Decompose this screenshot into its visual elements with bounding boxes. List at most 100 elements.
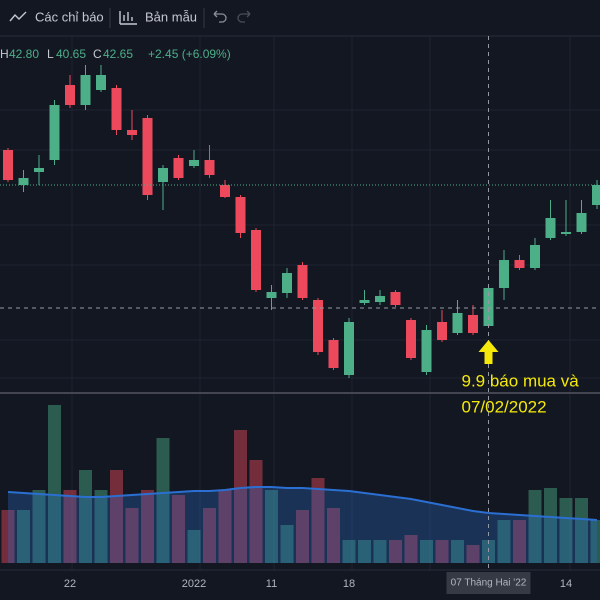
volume-bar xyxy=(389,540,402,563)
volume-bar xyxy=(280,525,294,563)
legend-c: C xyxy=(93,47,102,61)
volume-bar xyxy=(17,510,30,563)
annotation-arrow xyxy=(478,340,499,364)
undo-button[interactable] xyxy=(213,10,227,23)
candle-body xyxy=(49,105,60,160)
time-label: 18 xyxy=(343,578,355,590)
volume-bar xyxy=(125,508,139,563)
candle-body xyxy=(313,300,323,352)
volume-bar xyxy=(63,490,77,563)
candle-body xyxy=(545,218,556,238)
volume-bar xyxy=(590,520,600,563)
volume-bar xyxy=(110,470,123,563)
volume-bar xyxy=(249,460,263,563)
candle-body xyxy=(576,213,587,232)
candle-body xyxy=(142,118,153,195)
candle-body xyxy=(18,178,29,185)
candle-body xyxy=(514,260,525,268)
candle-body xyxy=(483,288,494,326)
legend-low: 40.65 xyxy=(56,47,86,61)
volume-bar xyxy=(373,540,387,563)
candle-body xyxy=(468,315,478,333)
legend-high: 42.80 xyxy=(9,47,39,61)
volume-bar xyxy=(79,470,92,563)
candle-body xyxy=(282,273,292,293)
candle-body xyxy=(344,322,354,375)
candle-body xyxy=(530,245,540,268)
volume-bar xyxy=(187,530,201,563)
legend-close: 42.65 xyxy=(103,47,133,61)
indicators-icon[interactable] xyxy=(9,11,27,22)
candle-body xyxy=(96,75,106,90)
volume-bar xyxy=(435,540,449,563)
volume-bar xyxy=(404,535,418,563)
volume-bar xyxy=(342,540,356,563)
time-label: 22 xyxy=(64,578,76,590)
volume-bar xyxy=(513,520,526,563)
candle-body xyxy=(235,197,246,233)
candle-body xyxy=(251,230,261,290)
volume-bar xyxy=(32,490,46,563)
toolbar xyxy=(0,0,600,36)
candle-body xyxy=(297,265,308,298)
templates-button[interactable]: Bản mẫu xyxy=(145,9,197,24)
time-label: 11 xyxy=(266,578,277,590)
crosshair-time-label: 07 Tháng Hai '22 xyxy=(451,578,527,589)
annotation-text: 07/02/2022 xyxy=(462,397,547,416)
candle-body xyxy=(266,292,277,298)
volume-bar xyxy=(544,488,557,563)
volume-bar xyxy=(327,508,340,563)
volume-bar xyxy=(265,490,278,563)
candle-body xyxy=(328,340,339,368)
candle-body xyxy=(592,185,600,205)
candle-body xyxy=(158,168,168,182)
annotation-text: 9.9 báo mua và xyxy=(462,371,580,390)
legend-l: L xyxy=(47,47,54,61)
candle-body xyxy=(406,320,416,358)
indicators-button[interactable]: Các chỉ báo xyxy=(35,9,104,24)
candle-body xyxy=(80,75,91,105)
volume-bar xyxy=(48,405,61,563)
plot xyxy=(0,36,600,570)
candle-body xyxy=(220,185,230,197)
candle-body xyxy=(499,260,509,288)
legend-h: H xyxy=(0,47,9,61)
candle-body xyxy=(204,160,215,175)
redo-button[interactable] xyxy=(237,10,251,23)
candle-body xyxy=(127,130,137,135)
volume-bar xyxy=(528,490,542,563)
candle-body xyxy=(375,296,385,302)
volume-bar xyxy=(141,490,154,563)
volume-ma-line xyxy=(7,486,598,521)
volume-bar xyxy=(218,490,232,563)
volume-bar xyxy=(466,545,480,563)
candle-body xyxy=(34,168,44,172)
time-label: 14 xyxy=(560,578,572,590)
volume-bar xyxy=(1,510,15,563)
candle-body xyxy=(390,292,401,305)
volume-bar xyxy=(451,540,464,563)
volume-bar xyxy=(559,498,573,563)
volume-bar xyxy=(156,438,170,563)
volume-bar xyxy=(94,490,108,563)
volume-bar xyxy=(497,520,511,563)
templates-icon[interactable] xyxy=(119,11,137,25)
time-label: 2022 xyxy=(182,578,206,590)
crosshair-time-box xyxy=(446,572,531,594)
candle-body xyxy=(437,322,447,340)
volume-bar xyxy=(420,540,433,563)
legend-change: +2.45 (+6.09%) xyxy=(148,47,231,61)
candle-body xyxy=(111,88,122,130)
volume-bar xyxy=(234,430,247,563)
volume-bar xyxy=(575,498,588,563)
volume-ma-area xyxy=(8,487,597,563)
candle-body xyxy=(189,160,199,166)
ohlc-legend: H 42.80 L 40.65 C 42.65 +2.45 (+6.09%) xyxy=(0,47,231,61)
volume-bar xyxy=(296,510,309,563)
candle-body xyxy=(359,300,370,303)
volume-bar xyxy=(172,495,185,563)
candle-body xyxy=(452,313,463,333)
volume-bar xyxy=(311,478,325,563)
